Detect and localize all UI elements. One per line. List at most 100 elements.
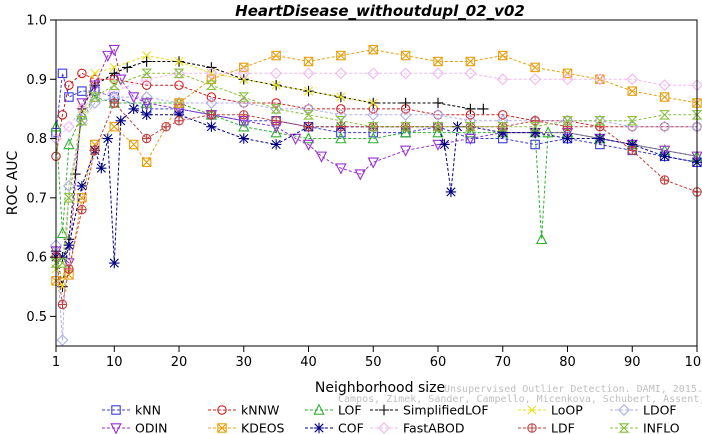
series-line-fastabod [55, 72, 697, 139]
data-point-ldf [57, 299, 68, 310]
data-point-ldf [174, 116, 184, 126]
data-point-knnw [239, 98, 249, 108]
data-point-cof [439, 139, 450, 150]
data-point-cof [96, 162, 107, 174]
data-point-cof [63, 240, 75, 251]
y-tick-label: 0.7 [26, 191, 47, 206]
legend-item-kdeos: KDEOS [208, 421, 285, 434]
x-tick-label: 30 [235, 355, 252, 370]
data-point-kdeos [141, 157, 152, 168]
y-tick-label: 1.0 [26, 14, 47, 29]
legend-label: LDOF [643, 403, 677, 418]
data-point-fastabod [237, 67, 250, 80]
data-point-fastabod [173, 67, 185, 80]
watermark-line-1: Unsupervised Outlier Detection. DAMI, 20… [444, 384, 702, 395]
data-point-ldof [658, 120, 671, 133]
x-tick-label: 80 [559, 355, 576, 370]
data-point-ldof [432, 108, 444, 121]
series-inflo [50, 68, 702, 268]
data-point-cof [128, 103, 139, 115]
x-tick-label: 20 [171, 355, 188, 370]
data-point-knnw [77, 68, 87, 79]
data-point-odin [76, 98, 88, 110]
data-point-fastabod [658, 79, 671, 92]
y-tick-label: 0.8 [26, 132, 47, 147]
legend-label: INFLO [643, 421, 680, 434]
data-point-simplifiedlof [141, 56, 152, 67]
data-point-knnw [433, 110, 443, 120]
data-point-ldf [627, 145, 638, 156]
series-line-loop [55, 55, 374, 287]
data-point-inflo [497, 121, 509, 132]
data-point-inflo [63, 193, 75, 203]
data-point-ldf [562, 121, 573, 132]
legend-item-simplifiedlof: SimplifiedLOF [370, 403, 489, 418]
data-point-ldof [399, 108, 412, 121]
data-point-loop [368, 98, 378, 108]
data-point-loop [90, 68, 100, 78]
data-point-ldof [140, 91, 153, 104]
series-kdeos [51, 44, 702, 286]
data-point-ldf [77, 204, 87, 215]
data-point-loop [271, 80, 281, 90]
data-point-lof [302, 132, 315, 144]
data-point-inflo [464, 121, 476, 132]
data-point-cof [445, 186, 457, 198]
x-tick-label: 100 [685, 355, 702, 370]
data-point-inflo [205, 80, 217, 90]
data-point-odin [115, 74, 127, 86]
data-point-ldf [90, 145, 100, 156]
data-point-ldf [303, 121, 314, 132]
data-point-lof [432, 126, 444, 138]
data-point-inflo [108, 80, 120, 90]
data-point-inflo [367, 121, 379, 132]
legend-swatch-marker [378, 404, 390, 416]
data-point-kdeos [498, 50, 508, 61]
data-point-lof [464, 126, 477, 138]
legend-swatch-marker [313, 403, 325, 415]
data-point-fastabod [399, 67, 412, 80]
legend-swatch-marker [378, 422, 390, 434]
legend-item-lof: LOF [305, 403, 362, 418]
data-point-fastabod [367, 67, 380, 80]
legend-label: COF [338, 421, 364, 434]
x-axis: 1 10 20 30 40 50 60 70 80 90 100 [52, 346, 702, 370]
data-point-knnw [64, 80, 74, 90]
data-point-lof [270, 126, 282, 138]
series-line-lof [55, 96, 698, 240]
data-point-knnw [303, 104, 314, 114]
data-point-odin [315, 151, 328, 163]
data-point-cof [238, 133, 249, 144]
data-point-inflo [529, 121, 541, 132]
data-point-inflo [561, 116, 574, 126]
data-point-cof [57, 251, 68, 263]
data-point-ldf [64, 264, 74, 274]
data-point-ldf [239, 110, 249, 120]
data-point-kdeos [530, 62, 540, 73]
data-point-cof [270, 139, 282, 150]
data-point-ldf [336, 121, 346, 132]
data-point-cof [594, 133, 606, 144]
data-point-odin [140, 98, 153, 110]
data-point-lof [238, 120, 250, 132]
data-point-ldf [141, 133, 152, 144]
data-point-ldof [56, 334, 69, 347]
data-point-kdeos [433, 56, 443, 67]
data-point-inflo [50, 258, 62, 268]
x-tick-label: 70 [494, 355, 511, 370]
data-point-lof [56, 226, 69, 239]
data-point-ldf [161, 121, 171, 132]
data-point-inflo [141, 68, 153, 79]
legend-item-ldf: LDF [518, 421, 575, 434]
x-tick-label: 90 [624, 355, 641, 370]
data-point-simplifiedlof [109, 68, 120, 79]
data-point-kdeos [368, 44, 379, 55]
data-point-fastabod [626, 73, 639, 86]
data-point-odin [89, 80, 101, 92]
data-point-odin [108, 44, 120, 57]
data-point-fastabod [593, 73, 606, 86]
data-point-lof [63, 138, 75, 150]
data-point-lof [76, 108, 88, 120]
data-point-inflo [691, 110, 702, 120]
